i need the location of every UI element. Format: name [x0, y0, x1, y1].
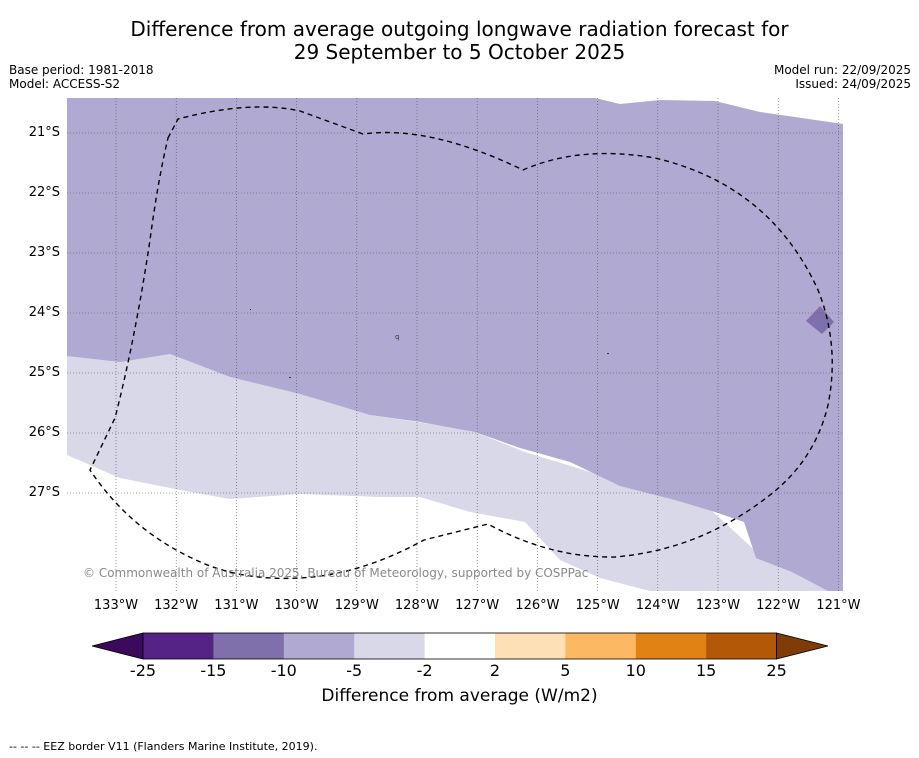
latitude-label: 25°S: [28, 365, 60, 380]
colorbar-label: Difference from average (W/m2): [321, 686, 598, 706]
colorbar-tick-label: 15: [696, 661, 717, 680]
colorbar-tick-label: 25: [766, 661, 787, 680]
map-area: q: [67, 98, 843, 591]
latitude-label: 27°S: [28, 485, 60, 500]
longitude-label: 122°W: [756, 598, 801, 613]
longitude-label: 125°W: [575, 598, 620, 613]
light-negative-region: [67, 354, 843, 591]
colorbar-tick-label: -5: [346, 661, 363, 680]
colorbar-segment: [354, 633, 426, 659]
gridlines: [67, 98, 843, 591]
meta-left: Base period: 1981-2018 Model: ACCESS-S2: [9, 63, 154, 91]
colorbar-segment: [424, 633, 496, 659]
longitude-label: 132°W: [154, 598, 199, 613]
latitude-label: 23°S: [28, 245, 60, 260]
longitude-label: 124°W: [635, 598, 680, 613]
colorbar-segment: [143, 633, 214, 659]
colorbar: [91, 632, 829, 660]
title-line-1: Difference from average outgoing longwav…: [130, 17, 789, 41]
longitude-label: 131°W: [214, 598, 259, 613]
strong-negative-patch: [806, 306, 834, 334]
longitude-label: 130°W: [274, 598, 319, 613]
copyright-notice: © Commonwealth of Australia 2025, Bureau…: [83, 566, 589, 580]
colorbar-tick-label: 5: [560, 661, 571, 680]
colorbar-tick-label: 2: [489, 661, 501, 680]
colorbar-segment: [495, 633, 566, 659]
chart-title: Difference from average outgoing longwav…: [0, 18, 919, 64]
issued-date: Issued: 24/09/2025: [795, 77, 911, 91]
colorbar-segment: [635, 633, 707, 659]
colorbar-segment: [565, 633, 637, 659]
colorbar-extend-low: [91, 632, 144, 660]
colorbar-tick-label: -25: [129, 661, 157, 680]
longitude-label: 123°W: [695, 598, 741, 613]
model-name: Model: ACCESS-S2: [9, 77, 121, 91]
colorbar-tick-label: 10: [625, 661, 646, 680]
title-line-2: 29 September to 5 October 2025: [293, 40, 626, 64]
longitude-label: 133°W: [93, 598, 139, 613]
colorbar-segment: [283, 633, 355, 659]
colorbar-tick-label: -2: [416, 661, 433, 680]
colorbar-segment: [213, 633, 285, 659]
colorbar-tick-label: -10: [270, 661, 297, 680]
colorbar-segment: [706, 633, 778, 659]
colorbar-tick-label: -15: [200, 661, 227, 680]
longitude-label: 121°W: [816, 598, 861, 613]
artefact-mark: q: [395, 333, 399, 341]
latitude-label: 24°S: [28, 305, 60, 320]
artefact-dot: [289, 377, 291, 378]
colorbar-extend-high: [776, 632, 829, 660]
latitude-label: 26°S: [28, 425, 60, 440]
colorbar-frame: [142, 632, 777, 660]
artefact-dot: [607, 353, 609, 354]
longitude-label: 128°W: [394, 598, 440, 613]
longitude-label: 129°W: [334, 598, 379, 613]
base-period: Base period: 1981-2018: [9, 63, 154, 77]
eez-footnote: -- -- -- EEZ border V11 (Flanders Marine…: [9, 740, 318, 753]
meta-right: Model run: 22/09/2025 Issued: 24/09/2025: [774, 63, 911, 91]
longitude-label: 127°W: [455, 598, 500, 613]
longitude-label: 126°W: [515, 598, 560, 613]
model-run: Model run: 22/09/2025: [773, 63, 911, 77]
latitude-label: 21°S: [28, 125, 60, 140]
latitude-label: 22°S: [28, 185, 60, 200]
eez-border: [89, 106, 833, 580]
artefact-dot: [250, 309, 251, 310]
mid-negative-region: [67, 98, 843, 591]
